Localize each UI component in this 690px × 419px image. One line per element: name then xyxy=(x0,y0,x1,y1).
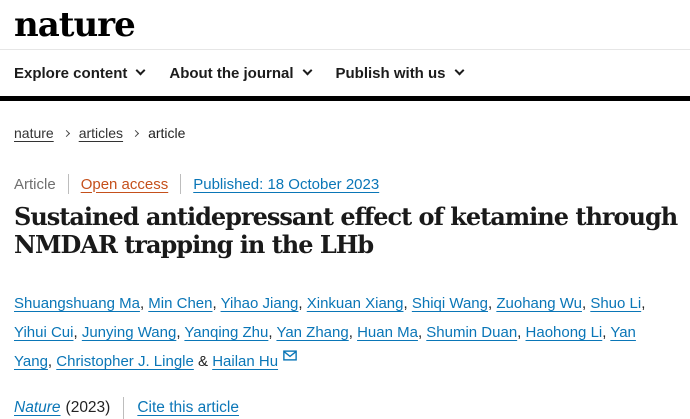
author-separator: , xyxy=(581,295,591,312)
title-line-2: NMDAR trapping in the LHb xyxy=(14,230,374,259)
author-link-yihao-jiang[interactable]: Yihao Jiang xyxy=(220,295,299,312)
main-nav: Explore content About the journal Publish … xyxy=(0,50,690,96)
nav-about-the-journal[interactable]: About the journal xyxy=(169,64,312,82)
citation-divider xyxy=(123,397,125,419)
author-separator: , xyxy=(641,295,646,312)
author-link-shumin-duan[interactable]: Shumin Duan xyxy=(426,324,518,341)
chevron-right-icon xyxy=(132,129,140,138)
author-separator: , xyxy=(602,324,611,341)
author-names: Shuangshuang Ma, Min Chen, Yihao Jiang, … xyxy=(14,295,645,370)
article-meta: Article Open access Published: 18 Octobe… xyxy=(14,174,676,194)
author-separator: , xyxy=(488,295,497,312)
meta-divider xyxy=(67,174,69,194)
chevron-down-icon xyxy=(135,65,146,76)
article-type-label: Article xyxy=(14,175,56,193)
envelope-icon[interactable] xyxy=(283,350,297,361)
author-link-yanqing-zhu[interactable]: Yanqing Zhu xyxy=(184,324,269,341)
breadcrumb-item-articles[interactable]: articles xyxy=(78,125,124,141)
header-divider xyxy=(0,49,690,50)
article-main: nature articles article Article Open acces… xyxy=(0,125,690,419)
author-separator: , xyxy=(176,324,185,341)
author-link-huan-ma[interactable]: Huan Ma xyxy=(357,324,418,341)
author-link-zuohang-wu[interactable]: Zuohang Wu xyxy=(496,295,582,312)
breadcrumb: nature articles article xyxy=(14,125,676,141)
author-separator: & xyxy=(193,353,213,370)
author-separator: , xyxy=(348,324,358,341)
author-separator: , xyxy=(139,295,149,312)
chevron-down-icon xyxy=(302,65,312,76)
author-link-shuangshuang-ma[interactable]: Shuangshuang Ma xyxy=(14,295,140,312)
nav-label: About the journal xyxy=(169,64,294,82)
logo-row: nature xyxy=(0,0,690,45)
author-separator: , xyxy=(403,295,412,312)
nav-label: Explore content xyxy=(14,64,128,82)
breadcrumb-item-nature[interactable]: nature xyxy=(14,125,54,141)
header-rule xyxy=(0,96,690,101)
author-separator: , xyxy=(417,324,427,341)
open-access-link[interactable]: Open access xyxy=(80,175,169,193)
author-separator: , xyxy=(73,324,82,341)
citation-row: Nature (2023) Cite this article xyxy=(14,397,676,419)
author-separator: , xyxy=(298,295,307,312)
nature-logo[interactable]: nature xyxy=(14,5,136,45)
published-date-link[interactable]: Published: 18 October 2023 xyxy=(193,175,380,193)
breadcrumb-item-article: article xyxy=(148,125,186,141)
author-list: Shuangshuang Ma, Min Chen, Yihao Jiang, … xyxy=(14,289,676,376)
author-link-yihui-cui[interactable]: Yihui Cui xyxy=(14,324,74,341)
author-separator: , xyxy=(517,324,526,341)
author-link-yan-yang[interactable]: Yan Yang xyxy=(14,324,636,370)
author-separator: , xyxy=(268,324,277,341)
chevron-down-icon xyxy=(454,65,464,76)
nav-explore-content[interactable]: Explore content xyxy=(14,64,146,82)
page-title: Sustained antidepressant effect of ketam… xyxy=(14,202,678,259)
journal-link[interactable]: Nature xyxy=(14,399,61,416)
site-header: nature Explore content About the journal P… xyxy=(0,0,690,101)
nav-publish-with-us[interactable]: Publish with us xyxy=(335,64,464,82)
author-separator: , xyxy=(47,353,57,370)
author-link-haohong-li[interactable]: Haohong Li xyxy=(525,324,603,341)
author-link-junying-wang[interactable]: Junying Wang xyxy=(81,324,177,341)
author-link-shuo-li[interactable]: Shuo Li xyxy=(590,295,642,312)
meta-divider xyxy=(180,174,182,194)
author-link-hailan-hu[interactable]: Hailan Hu xyxy=(212,353,279,370)
chevron-right-icon xyxy=(62,129,70,138)
author-link-christopher-j-lingle[interactable]: Christopher J. Lingle xyxy=(56,353,194,370)
author-separator: , xyxy=(212,295,221,312)
author-link-min-chen[interactable]: Min Chen xyxy=(148,295,213,312)
author-link-xinkuan-xiang[interactable]: Xinkuan Xiang xyxy=(306,295,404,312)
title-line-1: Sustained antidepressant effect of ketam… xyxy=(14,202,678,231)
author-link-yan-zhang[interactable]: Yan Zhang xyxy=(276,324,349,341)
citation-year: (2023) xyxy=(65,399,111,416)
nav-label: Publish with us xyxy=(335,64,446,82)
cite-this-article-link[interactable]: Cite this article xyxy=(137,399,239,416)
author-link-shiqi-wang[interactable]: Shiqi Wang xyxy=(411,295,488,312)
